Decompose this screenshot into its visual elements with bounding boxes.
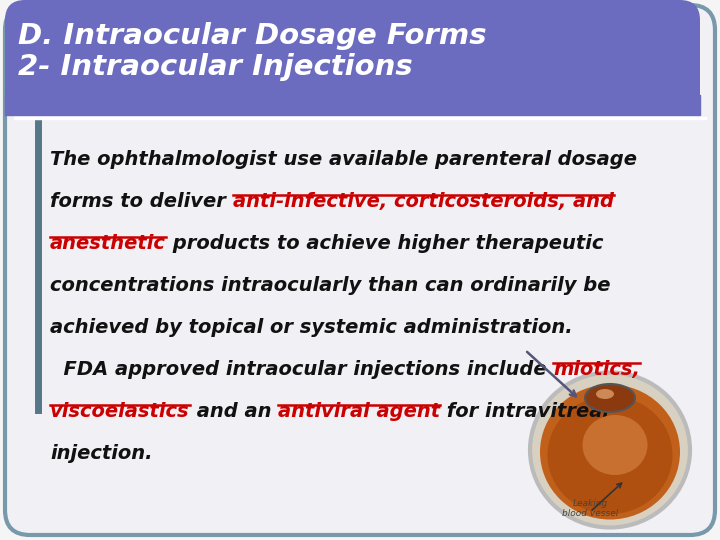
Ellipse shape — [540, 384, 680, 519]
Text: D. Intraocular Dosage Forms: D. Intraocular Dosage Forms — [18, 22, 487, 50]
Text: viscoelastics: viscoelastics — [50, 402, 189, 421]
Text: products to achieve higher therapeutic: products to achieve higher therapeutic — [166, 234, 603, 253]
Text: injection.: injection. — [50, 444, 153, 463]
Text: anesthetic: anesthetic — [50, 234, 166, 253]
Text: miotics,: miotics, — [554, 360, 640, 379]
Text: The ophthalmologist use available parenteral dosage: The ophthalmologist use available parent… — [50, 150, 637, 169]
Ellipse shape — [530, 373, 690, 528]
Ellipse shape — [582, 415, 647, 475]
Text: anti-infective, corticosteroids, and: anti-infective, corticosteroids, and — [233, 192, 613, 211]
Ellipse shape — [596, 389, 614, 399]
Ellipse shape — [547, 396, 672, 514]
Text: and an: and an — [189, 402, 278, 421]
Text: concentrations intraocularly than can ordinarily be: concentrations intraocularly than can or… — [50, 276, 611, 295]
FancyBboxPatch shape — [5, 5, 715, 535]
Text: antiviral agent: antiviral agent — [278, 402, 440, 421]
FancyBboxPatch shape — [5, 0, 700, 115]
Text: forms to deliver: forms to deliver — [50, 192, 233, 211]
Text: Leaking
blood vessel: Leaking blood vessel — [562, 498, 618, 518]
Text: FDA approved intraocular injections include: FDA approved intraocular injections incl… — [50, 360, 554, 379]
Text: for intravitreal: for intravitreal — [440, 402, 609, 421]
Text: 2- Intraocular Injections: 2- Intraocular Injections — [18, 53, 413, 81]
Ellipse shape — [585, 384, 635, 412]
Text: achieved by topical or systemic administration.: achieved by topical or systemic administ… — [50, 318, 572, 337]
